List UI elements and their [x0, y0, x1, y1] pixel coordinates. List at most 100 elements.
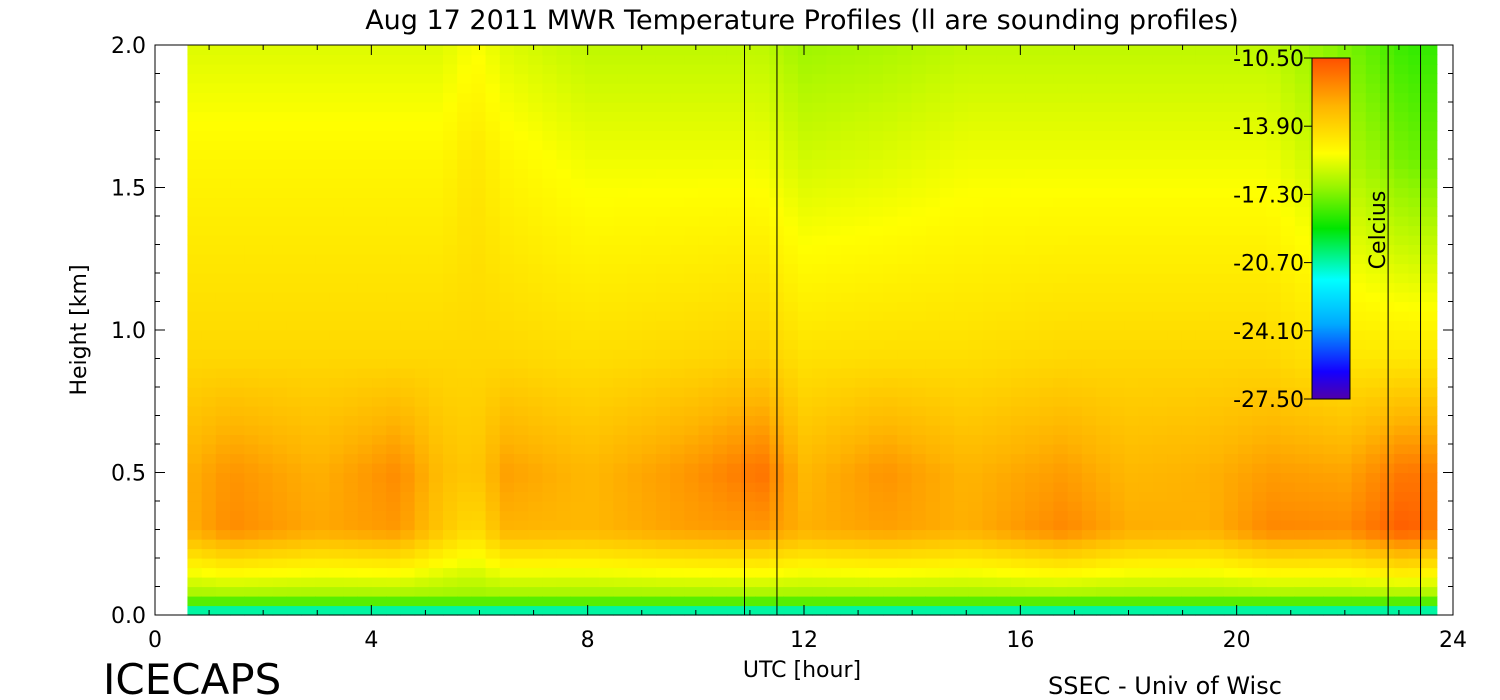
- heatmap-cell: [840, 206, 856, 217]
- heatmap-cell: [1195, 396, 1211, 407]
- heatmap-cell: [1138, 349, 1154, 360]
- heatmap-cell: [996, 168, 1012, 179]
- heatmap-cell: [1195, 111, 1211, 122]
- heatmap-cell: [1138, 491, 1154, 502]
- heatmap-cell: [286, 510, 302, 521]
- heatmap-cell: [840, 596, 856, 607]
- heatmap-cell: [670, 64, 685, 75]
- heatmap-cell: [1081, 463, 1097, 474]
- heatmap-cell: [996, 273, 1012, 284]
- heatmap-cell: [1223, 339, 1239, 350]
- heatmap-cell: [230, 605, 245, 616]
- heatmap-cell: [1294, 558, 1310, 569]
- heatmap-cell: [187, 292, 203, 303]
- heatmap-cell: [230, 254, 245, 265]
- heatmap-cell: [968, 520, 984, 531]
- heatmap-cell: [712, 510, 728, 521]
- heatmap-cell: [1238, 358, 1253, 369]
- heatmap-cell: [372, 45, 387, 56]
- heatmap-cell: [1351, 415, 1367, 426]
- heatmap-cell: [1294, 197, 1310, 208]
- heatmap-cell: [1351, 548, 1367, 559]
- heatmap-cell: [1280, 577, 1296, 588]
- heatmap-cell: [812, 396, 827, 407]
- heatmap-cell: [258, 368, 274, 379]
- heatmap-cell: [1110, 83, 1126, 94]
- heatmap-cell: [272, 111, 288, 122]
- heatmap-cell: [485, 396, 501, 407]
- heatmap-cell: [201, 330, 217, 341]
- heatmap-cell: [230, 121, 245, 132]
- heatmap-cell: [1039, 520, 1055, 531]
- heatmap-cell: [897, 197, 913, 208]
- heatmap-cell: [797, 453, 813, 464]
- heatmap-cell: [187, 92, 203, 103]
- heatmap-cell: [897, 83, 913, 94]
- heatmap-cell: [840, 54, 856, 65]
- heatmap-cell: [1266, 577, 1282, 588]
- heatmap-cell: [272, 415, 288, 426]
- heatmap-cell: [471, 539, 487, 550]
- heatmap-cell: [996, 358, 1012, 369]
- heatmap-cell: [670, 520, 685, 531]
- heatmap-cell: [726, 577, 742, 588]
- heatmap-cell: [712, 320, 728, 331]
- heatmap-cell: [542, 235, 558, 246]
- heatmap-cell: [1110, 140, 1126, 151]
- heatmap-cell: [584, 520, 600, 531]
- heatmap-cell: [712, 349, 728, 360]
- heatmap-cell: [372, 510, 387, 521]
- heatmap-cell: [315, 121, 331, 132]
- heatmap-cell: [343, 130, 359, 141]
- heatmap-cell: [457, 225, 472, 236]
- heatmap-cell: [1167, 263, 1182, 274]
- heatmap-cell: [968, 539, 984, 550]
- heatmap-cell: [1053, 168, 1069, 179]
- heatmap-cell: [670, 178, 685, 189]
- heatmap-cell: [187, 197, 203, 208]
- heatmap-cell: [712, 605, 728, 616]
- heatmap-cell: [1223, 111, 1239, 122]
- heatmap-cell: [783, 368, 799, 379]
- heatmap-cell: [1152, 387, 1168, 398]
- heatmap-cell: [925, 225, 941, 236]
- heatmap-cell: [726, 159, 742, 170]
- heatmap-cell: [1025, 586, 1040, 597]
- heatmap-cell: [1280, 83, 1296, 94]
- heatmap-cell: [428, 539, 444, 550]
- heatmap-cell: [954, 320, 969, 331]
- heatmap-cell: [726, 453, 742, 464]
- heatmap-cell: [386, 330, 402, 341]
- heatmap-cell: [1252, 558, 1268, 569]
- heatmap-cell: [726, 605, 742, 616]
- heatmap-cell: [670, 567, 685, 578]
- heatmap-cell: [400, 453, 416, 464]
- heatmap-cell: [1067, 45, 1083, 56]
- heatmap-cell: [343, 577, 359, 588]
- heatmap-cell: [1067, 263, 1083, 274]
- heatmap-cell: [613, 311, 629, 322]
- heatmap-cell: [1181, 216, 1197, 227]
- heatmap-cell: [1152, 605, 1168, 616]
- heatmap-cell: [201, 111, 217, 122]
- heatmap-cell: [1195, 387, 1211, 398]
- heatmap-cell: [372, 368, 387, 379]
- heatmap-cell: [996, 83, 1012, 94]
- heatmap-cell: [939, 387, 955, 398]
- heatmap-cell: [1124, 292, 1140, 303]
- heatmap-cell: [1124, 491, 1140, 502]
- heatmap-cell: [755, 387, 771, 398]
- heatmap-cell: [982, 111, 998, 122]
- heatmap-cell: [1266, 510, 1282, 521]
- heatmap-cell: [726, 168, 742, 179]
- heatmap-cell: [1351, 92, 1367, 103]
- heatmap-cell: [1138, 472, 1154, 483]
- heatmap-cell: [1110, 567, 1126, 578]
- heatmap-cell: [1053, 558, 1069, 569]
- heatmap-cell: [1195, 425, 1211, 436]
- heatmap-cell: [812, 491, 827, 502]
- heatmap-cell: [670, 349, 685, 360]
- heatmap-cell: [726, 558, 742, 569]
- heatmap-cell: [1351, 282, 1367, 293]
- heatmap-cell: [442, 216, 458, 227]
